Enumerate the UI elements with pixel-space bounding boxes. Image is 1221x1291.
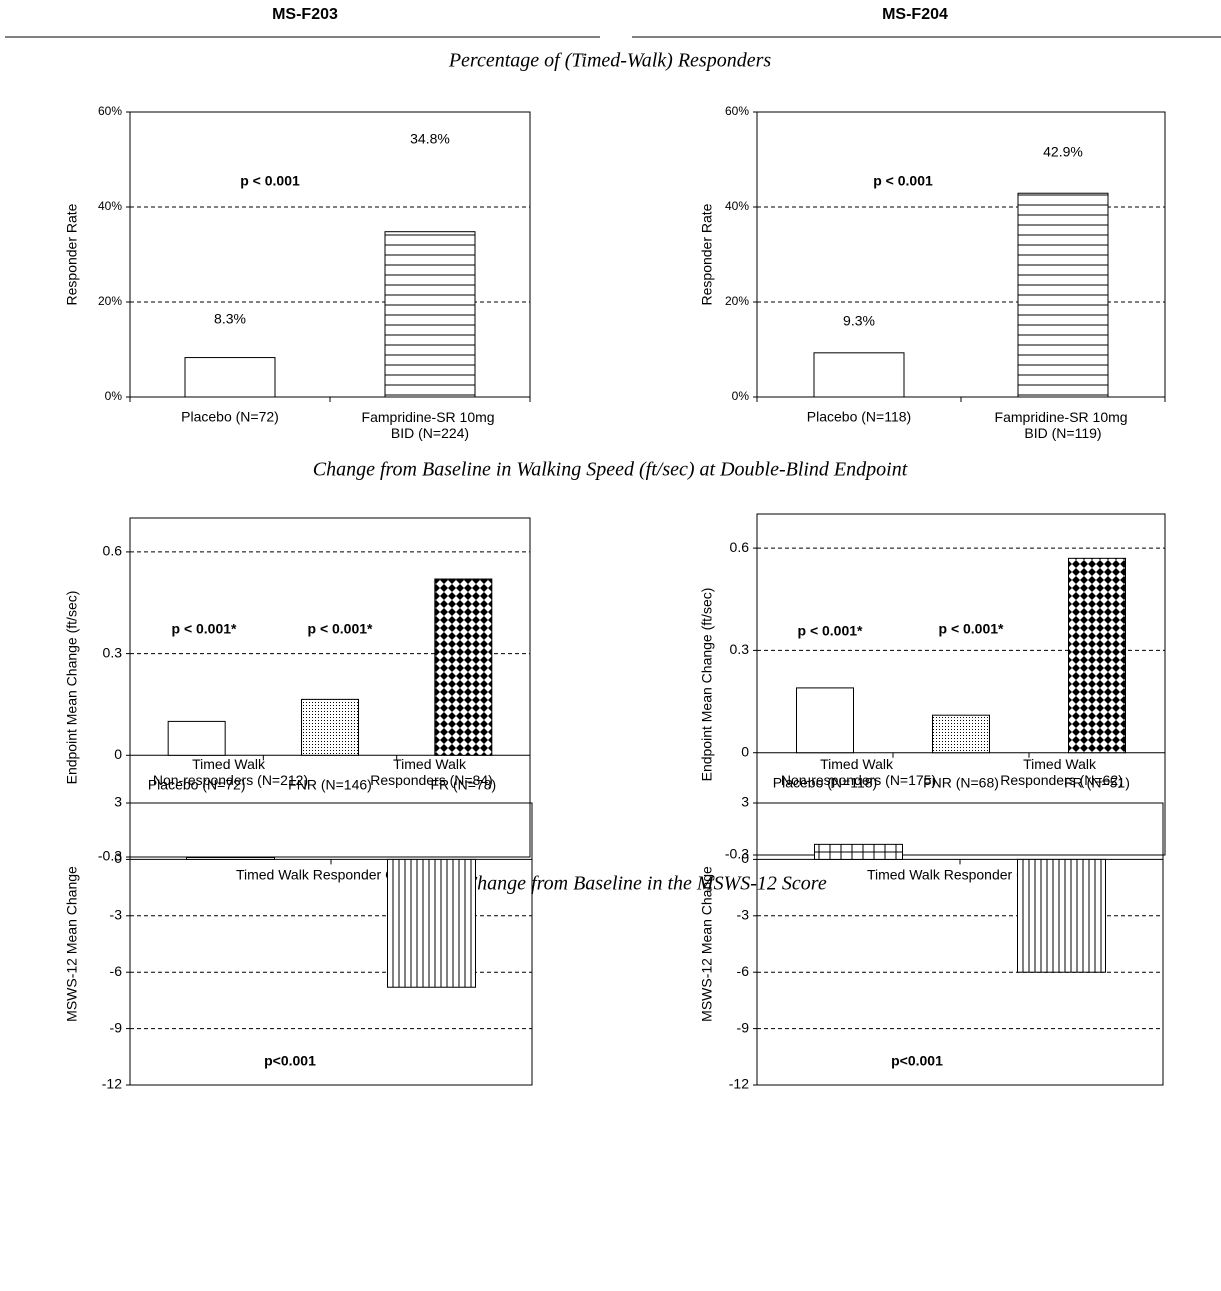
y-tick-label: -0.3 — [98, 848, 122, 864]
value-label: 42.9% — [1043, 144, 1083, 160]
x-tick-label: Fampridine-SR 10mg BID (N=224) — [362, 409, 499, 441]
x-tick-label: Placebo (N=72) — [148, 777, 246, 793]
x-tick-label: FNR (N=68) — [923, 775, 999, 791]
x-tick-label: FNR (N=146) — [288, 777, 372, 793]
y-axis-label: Responder Rate — [699, 203, 715, 305]
y-tick-label: 60% — [98, 104, 122, 118]
x-tick-label: Placebo (N=118) — [773, 775, 877, 791]
bar — [301, 698, 359, 756]
y-tick-label: 40% — [725, 199, 749, 213]
bar — [813, 352, 905, 398]
bar — [1068, 557, 1126, 754]
y-axis-label: Endpoint Mean Change (ft/sec) — [64, 591, 80, 785]
section-title: Change from Baseline in Walking Speed (f… — [313, 459, 908, 481]
value-label: 34.8% — [410, 131, 450, 147]
plot-frame — [129, 517, 531, 858]
y-tick-label: -12 — [102, 1076, 122, 1092]
y-tick-label: 20% — [98, 294, 122, 308]
column-header: MS-F204 — [882, 6, 948, 23]
y-axis-label: MSWS-12 Mean Change — [699, 866, 715, 1022]
annotation: p < 0.001* — [939, 621, 1005, 637]
y-tick-label: 0.3 — [103, 644, 123, 660]
y-tick-label: 0.6 — [103, 543, 123, 559]
y-tick-label: 0 — [114, 746, 122, 762]
annotation: p<0.001 — [264, 1053, 316, 1069]
x-tick-label: Fampridine-SR 10mg BID (N=119) — [995, 409, 1132, 441]
y-axis-label: Endpoint Mean Change (ft/sec) — [699, 588, 715, 782]
y-tick-label: -9 — [110, 1019, 123, 1035]
y-tick-label: 0 — [114, 850, 122, 866]
y-tick-label: 0% — [105, 389, 123, 403]
y-tick-label: 0 — [741, 743, 749, 759]
bar — [387, 858, 476, 988]
annotation: p < 0.001* — [172, 621, 238, 637]
y-tick-label: 3 — [114, 794, 122, 810]
y-tick-label: -9 — [737, 1019, 750, 1035]
y-tick-label: 0% — [732, 389, 750, 403]
y-tick-label: -6 — [110, 963, 123, 979]
column-header: MS-F203 — [272, 6, 338, 23]
annotation: p < 0.001 — [240, 173, 300, 189]
y-tick-label: -3 — [737, 907, 750, 923]
bar — [434, 578, 493, 756]
plot-frame — [129, 802, 533, 1086]
x-tick-label: Placebo (N=72) — [181, 409, 279, 425]
value-label: 9.3% — [843, 313, 875, 329]
x-tick-label: Timed Walk Responders (N=62) — [1000, 756, 1123, 788]
plot-frame — [756, 802, 1164, 1086]
section-title: Average Change from Baseline in the MSWS… — [391, 873, 827, 895]
y-tick-label: 3 — [741, 794, 749, 810]
y-tick-label: -12 — [729, 1076, 749, 1092]
bar — [184, 357, 276, 398]
annotation: p < 0.001* — [798, 623, 864, 639]
bar — [167, 720, 226, 756]
bar — [1017, 192, 1109, 398]
section-title: Percentage of (Timed-Walk) Responders — [448, 50, 772, 72]
y-axis-label: Responder Rate — [64, 203, 80, 305]
bar — [384, 231, 476, 398]
annotation: p < 0.001* — [308, 621, 374, 637]
x-axis-label: Timed Walk Responder Group — [236, 867, 424, 883]
plot-frame — [756, 513, 1166, 856]
y-tick-label: 0.6 — [730, 539, 750, 555]
y-tick-label: -6 — [737, 963, 750, 979]
bar — [932, 714, 990, 754]
x-tick-label: Timed Walk Non-responders (N=212) — [153, 756, 308, 788]
y-tick-label: 0 — [741, 850, 749, 866]
x-axis-label: Timed Walk Responder Group — [867, 867, 1055, 883]
bar — [186, 857, 275, 860]
y-tick-label: 20% — [725, 294, 749, 308]
x-tick-label: FR (N=78) — [430, 777, 496, 793]
y-tick-label: 60% — [725, 104, 749, 118]
y-axis-label: MSWS-12 Mean Change — [64, 866, 80, 1022]
annotation: p < 0.001 — [873, 173, 933, 189]
bar — [814, 843, 903, 860]
x-tick-label: Timed Walk Responders (N=84) — [370, 756, 493, 788]
x-tick-label: FR (N=51) — [1064, 775, 1130, 791]
y-tick-label: 40% — [98, 199, 122, 213]
annotation: p<0.001 — [891, 1053, 943, 1069]
x-tick-label: Timed Walk Non-responders (N=175) — [781, 756, 936, 788]
bar — [1017, 858, 1106, 973]
bar — [796, 687, 854, 754]
y-tick-label: -3 — [110, 907, 123, 923]
y-tick-label: -0.3 — [725, 846, 749, 862]
value-label: 8.3% — [214, 311, 246, 327]
y-tick-label: 0.3 — [730, 641, 750, 657]
x-tick-label: Placebo (N=118) — [807, 409, 911, 425]
